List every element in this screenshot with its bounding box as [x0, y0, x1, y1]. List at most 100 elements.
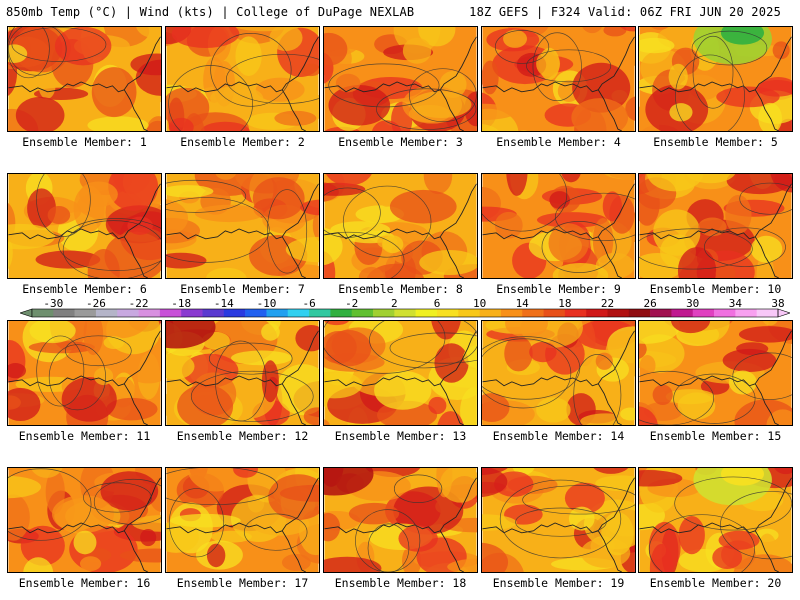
- ensemble-panel-8: [323, 173, 478, 279]
- temperature-field-map: [166, 468, 319, 572]
- colorbar-swatch: [500, 309, 523, 317]
- height-contour: [328, 63, 440, 108]
- height-contour: [393, 474, 443, 503]
- colorbar-swatch: [74, 309, 97, 317]
- temperature-field-map: [8, 468, 161, 572]
- colorbar-swatch: [266, 309, 289, 317]
- colorbar-swatch: [95, 309, 118, 317]
- coastline: [482, 36, 635, 131]
- ensemble-panel-1: [7, 26, 162, 132]
- height-contour: [168, 488, 225, 558]
- height-contour: [83, 482, 152, 513]
- colorbar-right-arrow: [777, 308, 790, 318]
- colorbar-tick-label: -2: [345, 298, 358, 310]
- height-contour: [739, 182, 792, 215]
- colorbar-left-arrow: [20, 308, 33, 318]
- colorbar-tick-label: -18: [171, 298, 191, 310]
- height-contour: [639, 228, 753, 270]
- ensemble-panel-6: [7, 173, 162, 279]
- colorbar-swatch: [458, 309, 480, 317]
- colorbar-tick-label: 14: [516, 298, 530, 310]
- height-contour: [703, 227, 786, 267]
- coastline: [324, 477, 477, 572]
- colorbar-swatch: [309, 309, 331, 317]
- coastline: [166, 477, 319, 572]
- height-contour: [526, 49, 612, 83]
- colorbar-tick-label: -22: [129, 298, 149, 310]
- height-contour: [62, 220, 161, 278]
- coastline: [166, 330, 319, 425]
- ensemble-panel-12: [165, 320, 320, 426]
- height-contour: [541, 221, 617, 273]
- height-contour: [93, 478, 161, 525]
- colorbar-swatch: [53, 309, 75, 317]
- temperature-field-map: [324, 468, 477, 572]
- ensemble-panel-7: [165, 173, 320, 279]
- temperature-field-map: [482, 468, 635, 572]
- temperature-field-map: [639, 321, 792, 425]
- temperature-field-map: [482, 321, 635, 425]
- ensemble-panel-20: [638, 467, 793, 573]
- coastline: [8, 183, 161, 278]
- height-contour: [674, 476, 792, 531]
- height-contour: [720, 491, 792, 560]
- height-contour: [482, 336, 581, 400]
- colorbar-tick-label: 38: [771, 298, 784, 310]
- temperature-field-map: [8, 27, 161, 131]
- coastline: [639, 477, 792, 572]
- coastline: [166, 183, 319, 278]
- coastline: [639, 330, 792, 425]
- coastline: [324, 183, 477, 278]
- panel-label: Ensemble Member: 6: [22, 282, 147, 296]
- height-contour: [226, 53, 319, 105]
- colorbar-swatch: [735, 309, 757, 317]
- coastline: [482, 330, 635, 425]
- colorbar-swatch: [543, 309, 566, 317]
- colorbar-swatch: [373, 309, 395, 317]
- temperature-field-map: [166, 27, 319, 131]
- ensemble-panel-14: [481, 320, 636, 426]
- colorbar-swatch: [756, 309, 779, 317]
- height-contour: [482, 174, 568, 232]
- temperature-field-map: [482, 27, 635, 131]
- colorbar-swatch: [394, 309, 416, 317]
- height-contour: [482, 338, 572, 409]
- colorbar-tick-label: 6: [434, 298, 441, 310]
- height-contour: [692, 35, 734, 109]
- ensemble-panel-18: [323, 467, 478, 573]
- height-contour: [648, 514, 755, 572]
- height-contour: [243, 513, 308, 551]
- height-contour: [355, 509, 421, 572]
- height-contour: [324, 231, 405, 278]
- coastline: [8, 36, 161, 131]
- colorbar-swatch: [223, 309, 246, 317]
- temperature-field-map: [482, 174, 635, 278]
- coastline: [324, 330, 477, 425]
- ensemble-panel-19: [481, 467, 636, 573]
- height-contour: [166, 468, 278, 506]
- panel-label: Ensemble Member: 14: [492, 429, 625, 443]
- colorbar-swatch: [671, 309, 694, 317]
- temperature-field-map: [8, 321, 161, 425]
- colorbar-swatch: [586, 309, 608, 317]
- colorbar-swatch: [138, 309, 161, 317]
- height-contour: [215, 340, 267, 422]
- temperature-field-map: [166, 174, 319, 278]
- height-contour: [168, 65, 253, 131]
- colorbar-tick-label: 10: [473, 298, 486, 310]
- ensemble-panel-11: [7, 320, 162, 426]
- map-title: 850mb Temp (°C) | Wind (kts) | College o…: [6, 5, 415, 19]
- colorbar-swatch: [202, 309, 225, 317]
- colorbar-tick-label: -26: [86, 298, 106, 310]
- colorbar-swatch: [181, 309, 203, 317]
- height-contour: [166, 197, 270, 263]
- panel-label: Ensemble Member: 11: [18, 429, 151, 443]
- height-contour: [58, 218, 161, 271]
- colorbar-swatch: [117, 309, 139, 317]
- panel-label: Ensemble Member: 8: [338, 282, 463, 296]
- height-contour: [732, 352, 792, 400]
- colorbar-swatch: [564, 309, 587, 317]
- panel-label: Ensemble Member: 1: [22, 135, 147, 149]
- colorbar-swatch: [245, 309, 267, 317]
- coastline: [482, 477, 635, 572]
